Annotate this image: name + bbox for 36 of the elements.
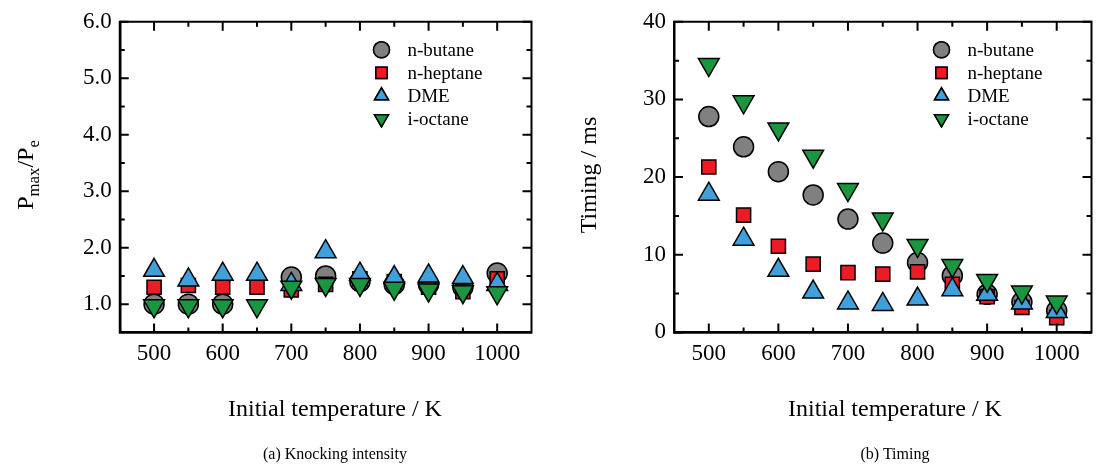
x-tick-label: 500 xyxy=(691,340,727,366)
y-tick-label: 20 xyxy=(643,163,666,189)
y-axis-title: Timing / ms xyxy=(574,116,602,234)
text: (a) Knocking intensity xyxy=(263,445,407,463)
legend-label: n-heptane xyxy=(967,61,1043,83)
y-tick-label: 10 xyxy=(643,240,666,266)
x-axis-title: Initial temperature / K xyxy=(788,395,1002,422)
legend-label: i-octane xyxy=(407,107,469,129)
x-tick-label: 900 xyxy=(411,340,446,366)
y-tick-label: 30 xyxy=(643,85,666,111)
y-tick-label: 4.0 xyxy=(83,120,112,146)
y-tick-label: 0 xyxy=(654,318,666,344)
x-tick-label: 600 xyxy=(761,340,796,366)
legend-label: i-octane xyxy=(967,107,1029,129)
y-tick-label: 5.0 xyxy=(83,64,112,90)
y-tick-label: 2.0 xyxy=(83,233,112,259)
x-tick-label: 700 xyxy=(830,340,866,366)
text: (b) Timing xyxy=(860,445,930,463)
x-axis-title: Initial temperature / K xyxy=(228,395,442,422)
y-tick-label: 40 xyxy=(643,7,666,33)
legend-label: DME xyxy=(967,84,1010,106)
legend-label: n-heptane xyxy=(407,61,483,83)
x-tick-label: 600 xyxy=(205,340,240,366)
x-tick-label: 1000 xyxy=(1033,340,1080,366)
y-tick-label: 3.0 xyxy=(83,177,112,203)
x-tick-label: 1000 xyxy=(474,340,521,366)
legend-label: DME xyxy=(407,84,450,106)
x-tick-label: 700 xyxy=(274,340,309,366)
legend-label: n-butane xyxy=(967,38,1034,60)
x-tick-label: 900 xyxy=(969,340,1005,366)
y-tick-label: 6.0 xyxy=(83,7,112,33)
x-tick-label: 800 xyxy=(342,340,378,366)
x-tick-label: 500 xyxy=(136,340,172,366)
x-tick-label: 800 xyxy=(900,340,935,366)
legend-label: n-butane xyxy=(407,38,474,60)
y-tick-label: 1.0 xyxy=(83,290,112,316)
